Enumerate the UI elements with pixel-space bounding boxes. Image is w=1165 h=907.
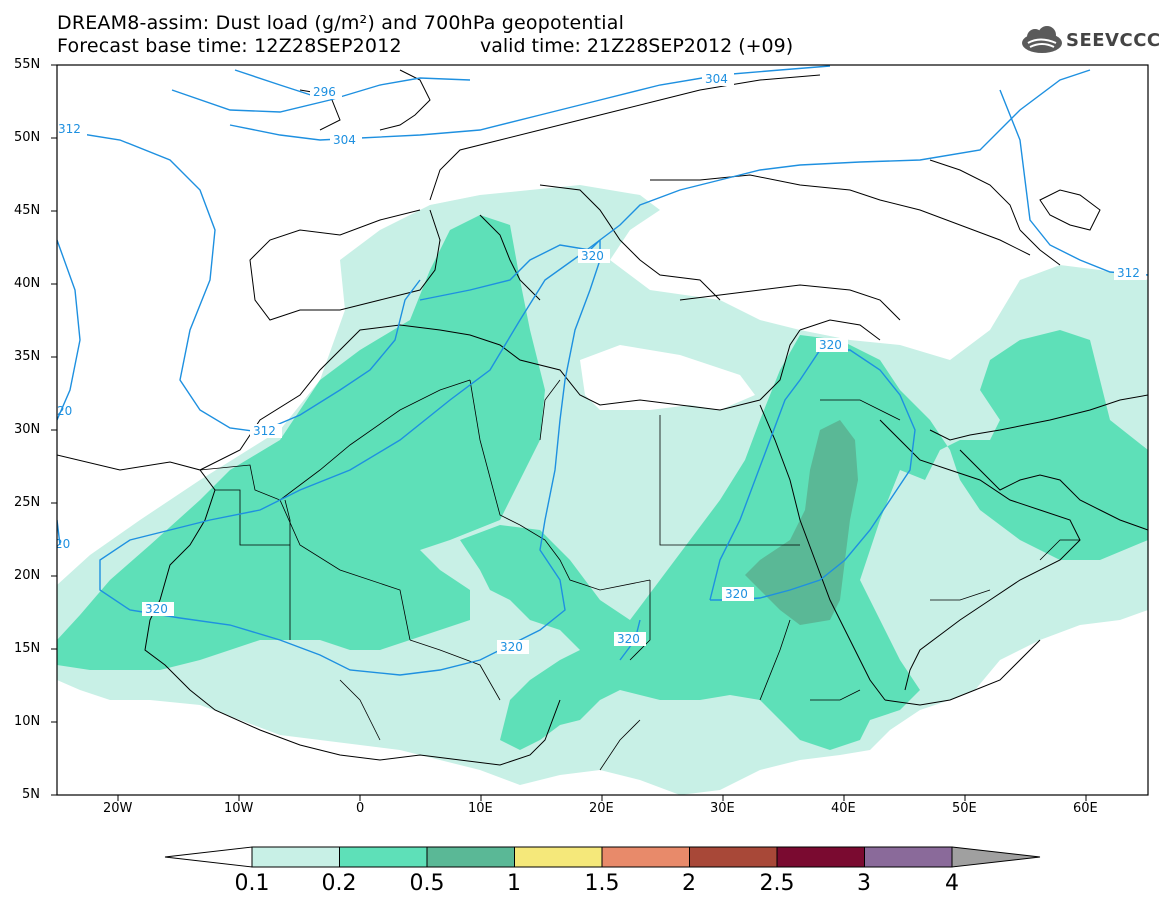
- contour-labels: 296 304 304 312 312 312 320 320 320 320 …: [55, 72, 1146, 654]
- lon-label: 10E: [468, 801, 493, 816]
- colorbar-label: 4: [945, 871, 959, 896]
- lon-label: 20E: [589, 801, 614, 816]
- contour-label: 320: [617, 632, 640, 646]
- coastlines: [57, 69, 1148, 766]
- contour-label: 304: [705, 72, 728, 86]
- colorbar-label: 2.5: [759, 871, 795, 896]
- colorbar-label: 1.5: [584, 871, 620, 896]
- logo-text: SEEVCCC: [1066, 30, 1161, 51]
- cloud-icon: [1022, 26, 1062, 53]
- contour-label: 304: [333, 133, 356, 147]
- contour-label: 20: [57, 404, 72, 418]
- contour-label: 320: [819, 338, 842, 352]
- contour-label: 320: [725, 587, 748, 601]
- colorbar-label: 2: [682, 871, 696, 896]
- colorbar-label: 0.2: [321, 871, 357, 896]
- lon-label: 30E: [710, 801, 735, 816]
- forecast-base-time: Forecast base time: 12Z28SEP2012: [57, 35, 402, 57]
- lat-label: 5N: [22, 787, 40, 802]
- colorbar-label: 0.1: [234, 871, 270, 896]
- contour-label: 320: [500, 640, 523, 654]
- colorbar-label: 3: [857, 871, 871, 896]
- contour-label: 312: [253, 424, 276, 438]
- lat-label: 35N: [14, 349, 41, 364]
- geopotential-contours: [57, 65, 1148, 676]
- lat-label: 40N: [14, 276, 41, 291]
- seevccc-logo: [1022, 26, 1062, 53]
- lat-label: 10N: [14, 714, 41, 729]
- lon-label: 50E: [952, 801, 977, 816]
- lat-label: 20N: [14, 568, 41, 583]
- lat-label: 50N: [14, 130, 41, 145]
- lat-label: 25N: [14, 495, 41, 510]
- colorbar-label: 1: [507, 871, 521, 896]
- dust-region-heavy: [745, 420, 858, 625]
- contour-label: 320: [581, 249, 604, 263]
- colorbar-label: 0.5: [409, 871, 445, 896]
- map-title: DREAM8-assim: Dust load (g/m²) and 700hP…: [57, 12, 625, 34]
- contour-label: 20: [55, 537, 70, 551]
- borders: [199, 379, 1080, 771]
- contour-label: 312: [1117, 266, 1140, 280]
- lat-label: 55N: [14, 57, 41, 72]
- lon-label: 0: [356, 801, 365, 816]
- lat-label: 45N: [14, 203, 41, 218]
- axis-ticks: [51, 64, 1087, 801]
- contour-label: 312: [58, 122, 81, 136]
- lon-label: 20W: [103, 801, 133, 816]
- lat-label: 30N: [14, 422, 41, 437]
- lon-label: 10W: [224, 801, 254, 816]
- contour-label: 296: [313, 85, 336, 99]
- lon-label: 40E: [831, 801, 856, 816]
- lon-label: 60E: [1073, 801, 1098, 816]
- contour-label: 320: [145, 602, 168, 616]
- lat-label: 15N: [14, 641, 41, 656]
- valid-time: valid time: 21Z28SEP2012 (+09): [480, 35, 794, 57]
